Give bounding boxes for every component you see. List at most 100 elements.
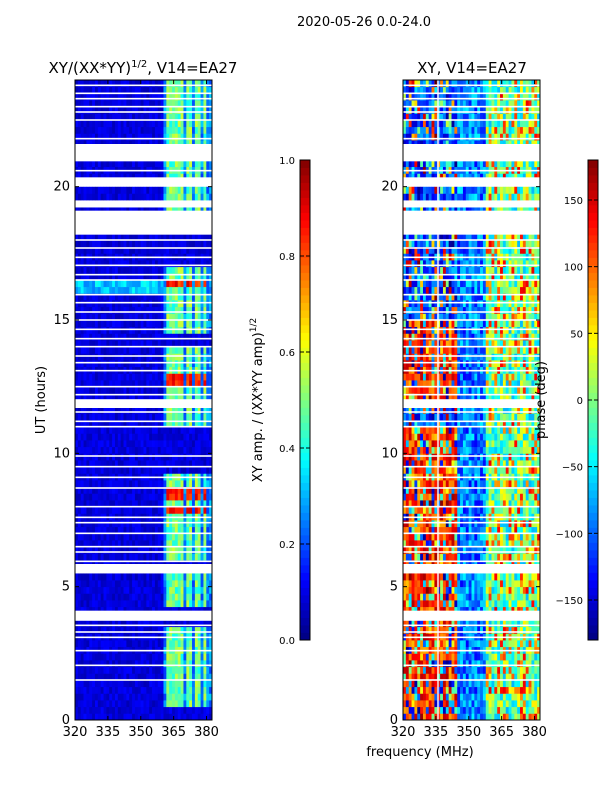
heatmap-cell bbox=[486, 680, 489, 687]
heatmap-cell bbox=[201, 680, 204, 687]
heatmap-cell bbox=[457, 700, 460, 707]
heatmap-cell bbox=[181, 427, 184, 434]
heatmap-cell bbox=[206, 700, 209, 707]
heatmap-cell bbox=[429, 680, 432, 687]
heatmap-cell bbox=[89, 587, 92, 594]
heatmap-cell bbox=[121, 480, 124, 487]
heatmap-cell bbox=[192, 187, 195, 194]
heatmap-cell bbox=[129, 640, 132, 647]
heatmap-cell bbox=[78, 593, 81, 600]
heatmap-cell bbox=[183, 480, 186, 487]
left-panel-title: XY/(XX*YY)1/2, V14=EA27 bbox=[49, 59, 238, 77]
heatmap-cell bbox=[163, 467, 166, 474]
data-gap-row bbox=[75, 239, 212, 241]
heatmap-cell bbox=[112, 600, 115, 607]
heatmap-cell bbox=[158, 347, 161, 354]
heatmap-cell bbox=[115, 493, 118, 500]
heatmap-cell bbox=[104, 687, 107, 694]
heatmap-cell bbox=[152, 600, 155, 607]
heatmap-cell bbox=[118, 280, 121, 287]
heatmap-cell bbox=[141, 127, 144, 134]
heatmap-cell bbox=[181, 373, 184, 380]
heatmap-cell bbox=[129, 687, 132, 694]
heatmap-cell bbox=[192, 467, 195, 474]
heatmap-cell bbox=[115, 387, 118, 394]
heatmap-cell bbox=[144, 387, 147, 394]
heatmap-cell bbox=[175, 427, 178, 434]
heatmap-cell bbox=[452, 687, 455, 694]
heatmap-cell bbox=[121, 600, 124, 607]
heatmap-cell bbox=[112, 287, 115, 294]
heatmap-cell bbox=[149, 467, 152, 474]
heatmap-cell bbox=[121, 593, 124, 600]
heatmap-cell bbox=[86, 553, 89, 560]
heatmap-cell bbox=[201, 240, 204, 247]
heatmap-cell bbox=[529, 653, 532, 660]
heatmap-cell bbox=[126, 480, 129, 487]
heatmap-cell bbox=[511, 713, 514, 720]
heatmap-cell bbox=[95, 287, 98, 294]
heatmap-cell bbox=[181, 467, 184, 474]
heatmap-cell bbox=[158, 687, 161, 694]
heatmap-cell bbox=[101, 453, 104, 460]
heatmap-cell bbox=[129, 347, 132, 354]
heatmap-cell bbox=[514, 700, 517, 707]
heatmap-cell bbox=[152, 427, 155, 434]
heatmap-cell bbox=[86, 687, 89, 694]
heatmap-cell bbox=[472, 680, 475, 687]
heatmap-cell bbox=[161, 427, 164, 434]
heatmap-cell bbox=[189, 127, 192, 134]
heatmap-cell bbox=[135, 507, 138, 514]
heatmap-cell bbox=[494, 653, 497, 660]
heatmap-cell bbox=[109, 467, 112, 474]
heatmap-cell bbox=[195, 580, 198, 587]
heatmap-cell bbox=[189, 573, 192, 580]
heatmap-cell bbox=[118, 413, 121, 420]
heatmap-cell bbox=[181, 387, 184, 394]
heatmap-cell bbox=[84, 287, 87, 294]
heatmap-cell bbox=[104, 287, 107, 294]
heatmap-cell bbox=[81, 453, 84, 460]
heatmap-cell bbox=[186, 653, 189, 660]
heatmap-cell bbox=[155, 713, 158, 720]
heatmap-cell bbox=[132, 700, 135, 707]
heatmap-cell bbox=[138, 640, 141, 647]
heatmap-cell bbox=[121, 573, 124, 580]
heatmap-cell bbox=[141, 287, 144, 294]
heatmap-cell bbox=[132, 120, 135, 127]
heatmap-cell bbox=[115, 593, 118, 600]
heatmap-cell bbox=[514, 680, 517, 687]
heatmap-cell bbox=[118, 493, 121, 500]
heatmap-cell bbox=[112, 493, 115, 500]
y-tick-label: 10 bbox=[53, 446, 70, 461]
heatmap-cell bbox=[152, 467, 155, 474]
heatmap-cell bbox=[141, 427, 144, 434]
heatmap-cell bbox=[420, 667, 423, 674]
heatmap-cell bbox=[472, 693, 475, 700]
heatmap-cell bbox=[104, 347, 107, 354]
heatmap-cell bbox=[201, 187, 204, 194]
heatmap-cell bbox=[426, 680, 429, 687]
heatmap-cell bbox=[449, 700, 452, 707]
heatmap-cell bbox=[149, 653, 152, 660]
heatmap-cell bbox=[89, 433, 92, 440]
heatmap-cell bbox=[206, 300, 209, 307]
heatmap-cell bbox=[101, 680, 104, 687]
heatmap-cell bbox=[181, 480, 184, 487]
heatmap-cell bbox=[514, 707, 517, 714]
heatmap-cell bbox=[489, 640, 492, 647]
heatmap-cell bbox=[126, 413, 129, 420]
heatmap-cell bbox=[118, 600, 121, 607]
heatmap-cell bbox=[201, 127, 204, 134]
heatmap-cell bbox=[503, 700, 506, 707]
heatmap-cell bbox=[161, 480, 164, 487]
heatmap-cell bbox=[206, 240, 209, 247]
heatmap-cell bbox=[146, 587, 149, 594]
heatmap-cell bbox=[469, 693, 472, 700]
heatmap-cell bbox=[175, 320, 178, 327]
heatmap-cell bbox=[511, 700, 514, 707]
heatmap-cell bbox=[126, 187, 129, 194]
heatmap-cell bbox=[115, 700, 118, 707]
heatmap-cell bbox=[192, 533, 195, 540]
heatmap-cell bbox=[201, 640, 204, 647]
